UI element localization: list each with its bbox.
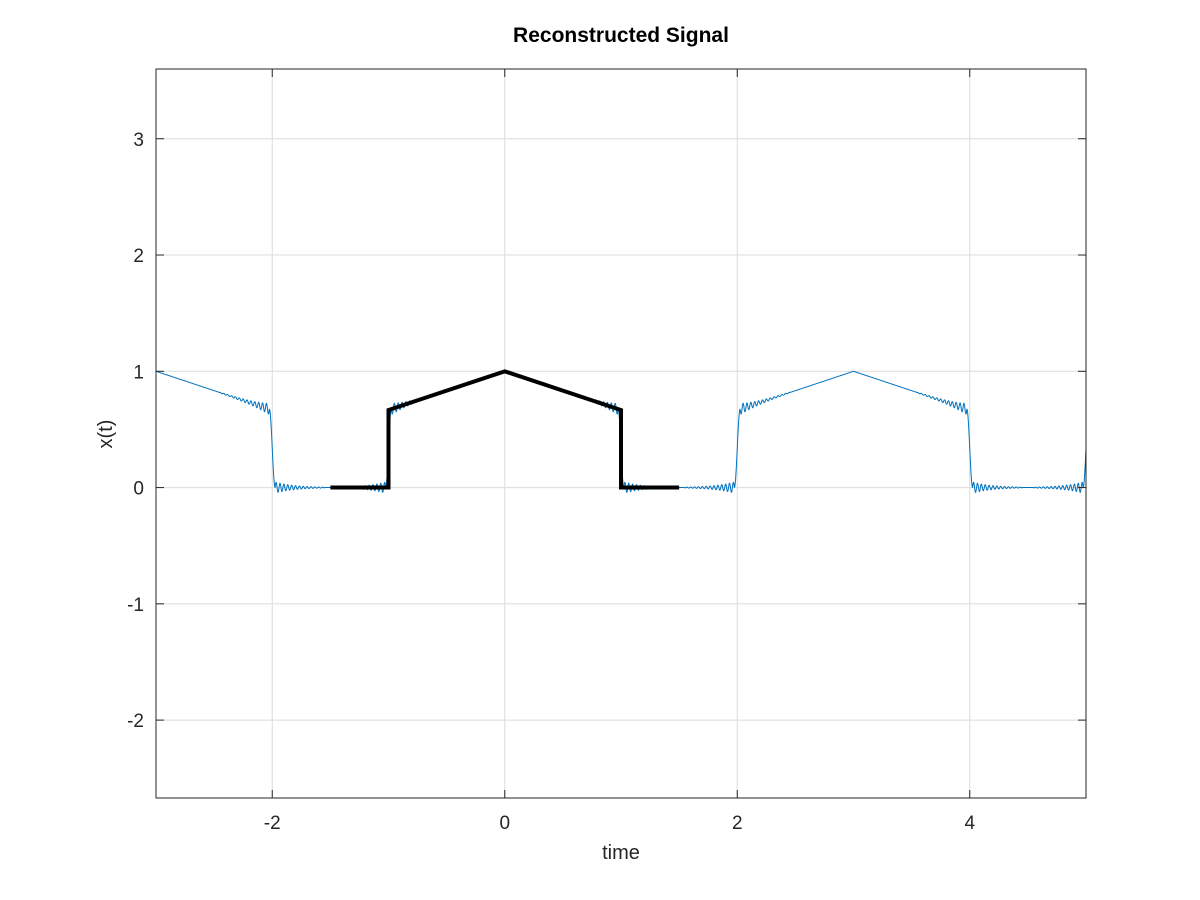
y-tick-label: -1 [127,595,144,616]
y-tick-label: 3 [133,130,144,151]
ticks: -2 0 2 4 -2 -1 0 1 2 3 [127,69,1086,834]
axes-box [155,68,1087,799]
chart-title: Reconstructed Signal [513,24,729,47]
x-tick-label: 4 [964,813,975,834]
x-tick-label: -2 [264,813,281,834]
x-tick-label: 0 [499,813,510,834]
plot-area [156,369,1086,493]
x-tick-label: 2 [732,813,743,834]
y-tick-label: 2 [133,246,144,267]
y-tick-label: 1 [133,362,144,383]
grid [156,69,1086,798]
x-axis-label: time [602,842,640,864]
y-tick-label: 0 [133,479,144,500]
series-line-original [330,369,680,490]
y-tick-label: -2 [127,711,144,732]
y-axis-label: x(t) [95,420,117,449]
